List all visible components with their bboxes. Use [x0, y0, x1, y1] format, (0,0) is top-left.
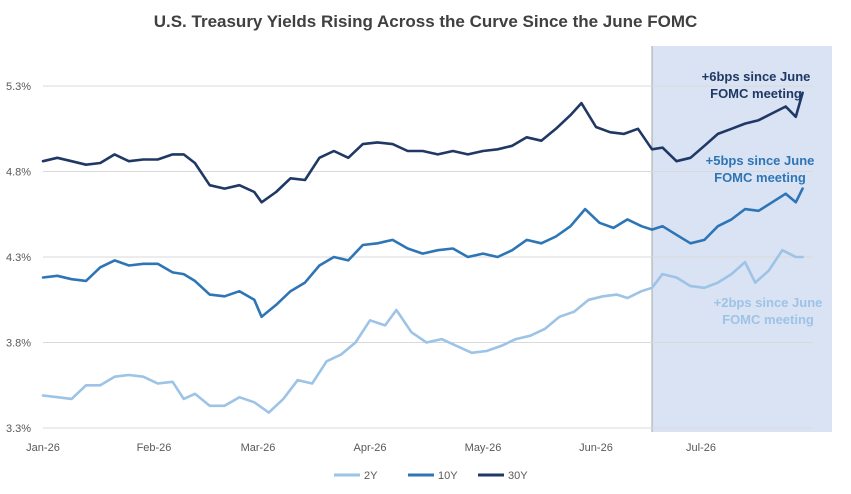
legend-label-2y: 2Y: [364, 470, 378, 482]
series-line-2y: [41, 248, 804, 414]
x-tick-label: Jun-26: [579, 442, 613, 454]
highlight-region: [651, 46, 832, 432]
y-tick-label: 5.3%: [6, 81, 31, 93]
legend-label-30y: 30Y: [508, 470, 528, 482]
y-axis-tick-labels: 3.3% 3.8% 4.3% 4.8% 5.3%: [6, 81, 31, 435]
annotation-30y: +6bps since June FOMC meeting: [702, 69, 811, 101]
x-tick-label: Apr-26: [353, 442, 386, 454]
series-lines: [41, 91, 804, 414]
y-tick-label: 4.3%: [6, 252, 31, 264]
post-fomc-shaded-region: [652, 46, 832, 432]
y-tick-label: 3.8%: [6, 338, 31, 350]
legend-label-10y: 10Y: [438, 470, 458, 482]
x-tick-label: Jul-26: [686, 442, 716, 454]
y-tick-label: 4.8%: [6, 167, 31, 179]
annotation-2y: +2bps since June FOMC meeting: [714, 295, 823, 327]
x-axis-tick-labels: Jan-26 Feb-26 Mar-26 Apr-26 May-26 Jun-26 Jul-…: [26, 442, 716, 454]
x-tick-label: Mar-26: [241, 442, 276, 454]
annotations: +6bps since June FOMC meeting +5bps since …: [702, 69, 823, 327]
x-tick-label: Feb-26: [137, 442, 172, 454]
annotation-10y: +5bps since June FOMC meeting: [706, 153, 815, 185]
x-tick-label: May-26: [465, 442, 502, 454]
chart-title: U.S. Treasury Yields Rising Across the C…: [153, 12, 698, 31]
series-line-10y: [41, 187, 804, 319]
legend: 2Y 10Y 30Y: [334, 470, 528, 482]
y-tick-label: 3.3%: [6, 423, 31, 435]
x-tick-label: Jan-26: [26, 442, 60, 454]
series-line-30y: [41, 91, 804, 204]
